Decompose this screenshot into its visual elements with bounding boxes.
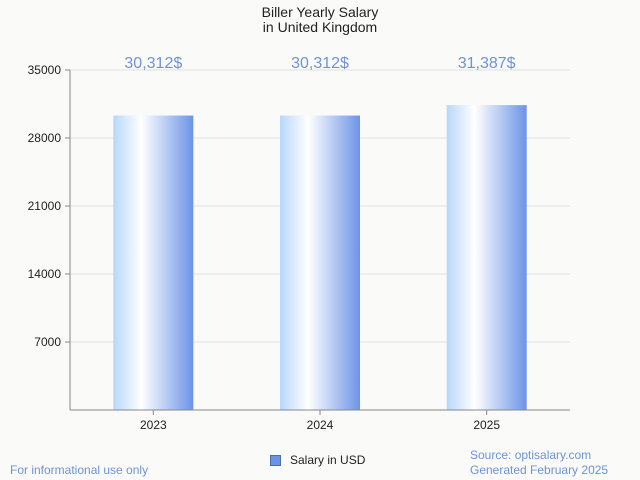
bar-2025 [446, 105, 527, 410]
data-label: 31,387$ [458, 55, 516, 72]
legend-swatch [270, 454, 281, 466]
y-tick-label: 21000 [28, 199, 62, 213]
chart-title: Biller Yearly Salary [261, 4, 379, 20]
data-label: 30,312$ [291, 55, 349, 72]
legend: Salary in USD [270, 453, 365, 467]
y-tick-label: 28000 [28, 131, 62, 145]
bar-2023 [113, 115, 194, 410]
legend-label: Salary in USD [290, 453, 366, 467]
data-label: 30,312$ [124, 55, 182, 72]
y-tick-label: 35000 [28, 63, 62, 77]
disclaimer-text: For informational use only [10, 463, 149, 477]
chart-subtitle: in United Kingdom [262, 19, 378, 35]
source-text: Source: optisalary.com [470, 448, 592, 462]
x-tick-label: 2024 [307, 418, 334, 432]
x-tick-label: 2023 [140, 418, 167, 432]
x-tick-label: 2025 [473, 418, 500, 432]
bar-2024 [280, 115, 360, 410]
y-tick-label: 14000 [28, 267, 62, 281]
y-tick-label: 7000 [34, 335, 61, 349]
generated-text: Generated February 2025 [470, 463, 609, 477]
